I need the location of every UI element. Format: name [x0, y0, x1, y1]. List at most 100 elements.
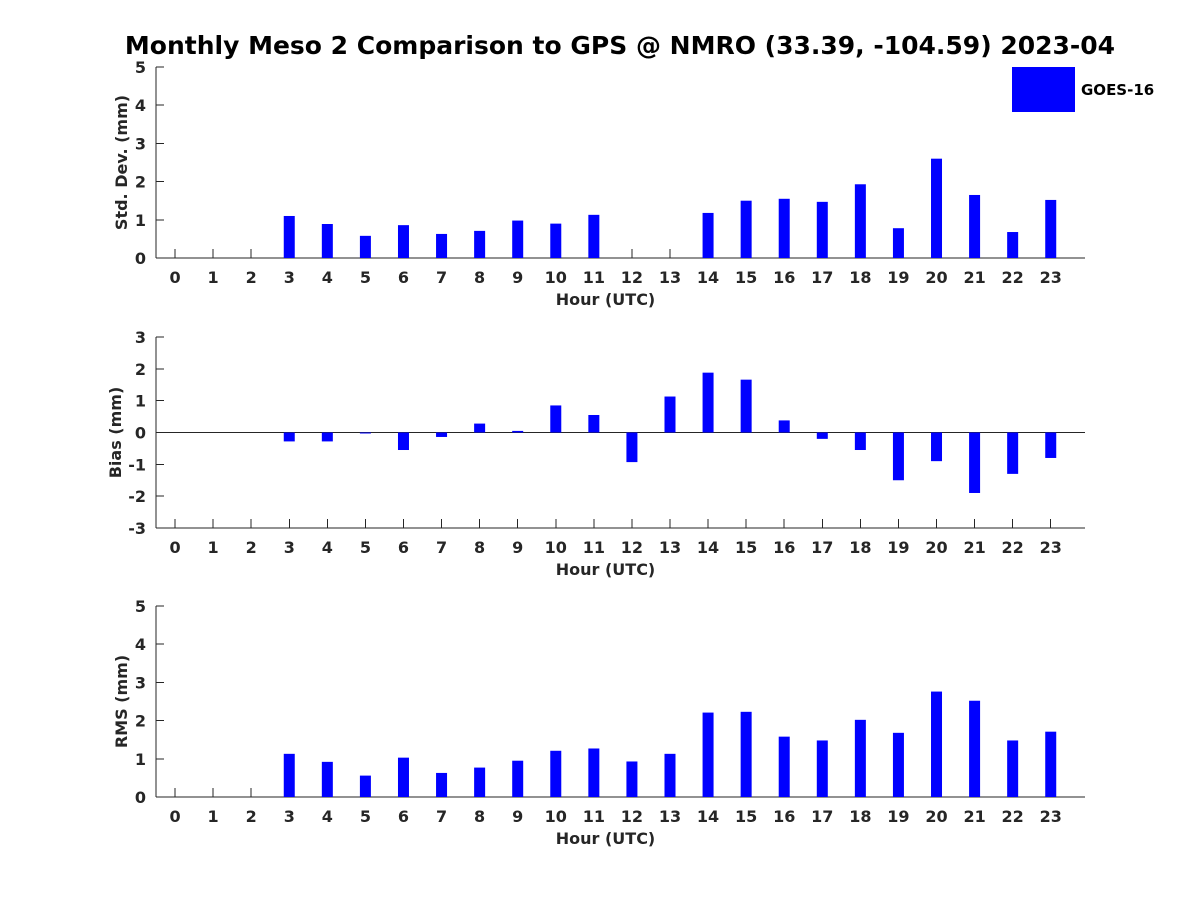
bar [854, 432, 866, 451]
bar [321, 224, 333, 258]
x-tick-label: 1 [208, 538, 219, 557]
x-tick-label: 11 [583, 538, 605, 557]
bar [969, 194, 981, 258]
x-tick-label: 15 [735, 807, 757, 826]
x-tick-label: 5 [360, 538, 371, 557]
x-tick-label: 13 [659, 268, 681, 287]
legend-swatch [1012, 67, 1075, 112]
bar [321, 432, 333, 442]
x-tick-label: 5 [360, 268, 371, 287]
x-tick-label: 2 [246, 807, 257, 826]
bar [436, 432, 448, 437]
x-tick-label: 10 [545, 807, 567, 826]
x-tick-label: 19 [887, 538, 909, 557]
bar [816, 201, 828, 258]
x-tick-label: 22 [1002, 538, 1024, 557]
bar [816, 432, 828, 439]
bar [854, 719, 866, 797]
x-tick-label: 22 [1002, 807, 1024, 826]
bar [931, 158, 943, 258]
x-tick-label: 7 [436, 268, 447, 287]
bar [778, 736, 790, 797]
x-tick-label: 13 [659, 538, 681, 557]
x-tick-label: 7 [436, 807, 447, 826]
bar [931, 691, 943, 797]
bar [588, 214, 600, 258]
x-tick-label: 9 [512, 268, 523, 287]
bar [397, 432, 409, 451]
x-tick-label: 2 [246, 268, 257, 287]
x-tick-label: 23 [1040, 807, 1062, 826]
bar [892, 432, 904, 481]
bar [778, 420, 790, 433]
bar [1007, 432, 1019, 474]
chart-title: Monthly Meso 2 Comparison to GPS @ NMRO … [125, 31, 1115, 60]
x-tick-label: 12 [621, 538, 643, 557]
x-tick-label: 2 [246, 538, 257, 557]
bar [664, 753, 676, 797]
y-tick-label: 3 [135, 328, 146, 347]
y-axis-label: Bias (mm) [106, 387, 125, 479]
bar [854, 184, 866, 258]
x-tick-label: 9 [512, 807, 523, 826]
y-tick-label: 2 [135, 360, 146, 379]
bar [702, 712, 714, 797]
y-tick-label: 4 [135, 96, 146, 115]
x-tick-label: 3 [284, 268, 295, 287]
y-tick-label: -2 [128, 487, 146, 506]
y-tick-label: 0 [135, 424, 146, 443]
y-tick-label: 2 [135, 173, 146, 192]
bar [512, 430, 524, 433]
x-tick-label: 18 [849, 538, 871, 557]
x-tick-label: 23 [1040, 268, 1062, 287]
bar [397, 757, 409, 797]
y-tick-label: 1 [135, 392, 146, 411]
bar [778, 198, 790, 258]
bar [474, 423, 486, 433]
bar [969, 700, 981, 797]
x-tick-label: 0 [169, 538, 180, 557]
x-tick-label: 20 [925, 538, 947, 557]
y-axis-label: Std. Dev. (mm) [112, 95, 131, 230]
x-tick-label: 14 [697, 807, 719, 826]
y-axis-label: RMS (mm) [112, 655, 131, 748]
x-tick-label: 16 [773, 807, 795, 826]
x-tick-label: 13 [659, 807, 681, 826]
bar [588, 414, 600, 433]
x-tick-label: 3 [284, 807, 295, 826]
x-tick-label: 14 [697, 538, 719, 557]
x-tick-label: 4 [322, 807, 333, 826]
x-axis-label: Hour (UTC) [556, 829, 656, 848]
x-tick-label: 18 [849, 268, 871, 287]
bar [550, 405, 562, 433]
bar [512, 220, 524, 258]
x-tick-label: 9 [512, 538, 523, 557]
bar [359, 235, 371, 258]
x-tick-label: 17 [811, 807, 833, 826]
bar [740, 711, 752, 797]
x-tick-label: 7 [436, 538, 447, 557]
bar [588, 748, 600, 797]
x-tick-label: 22 [1002, 268, 1024, 287]
y-tick-label: -3 [128, 519, 146, 538]
y-tick-label: 3 [135, 673, 146, 692]
y-tick-label: 5 [135, 58, 146, 77]
x-tick-label: 21 [963, 807, 985, 826]
bar [436, 233, 448, 258]
y-tick-label: 4 [135, 635, 146, 654]
x-tick-label: 6 [398, 538, 409, 557]
x-tick-label: 16 [773, 268, 795, 287]
x-tick-label: 4 [322, 538, 333, 557]
bar [816, 740, 828, 797]
bar [931, 432, 943, 462]
x-tick-label: 15 [735, 268, 757, 287]
x-tick-label: 20 [925, 807, 947, 826]
x-tick-label: 11 [583, 807, 605, 826]
x-tick-label: 17 [811, 538, 833, 557]
legend: GOES-16 [1008, 64, 1160, 116]
bar [359, 775, 371, 797]
